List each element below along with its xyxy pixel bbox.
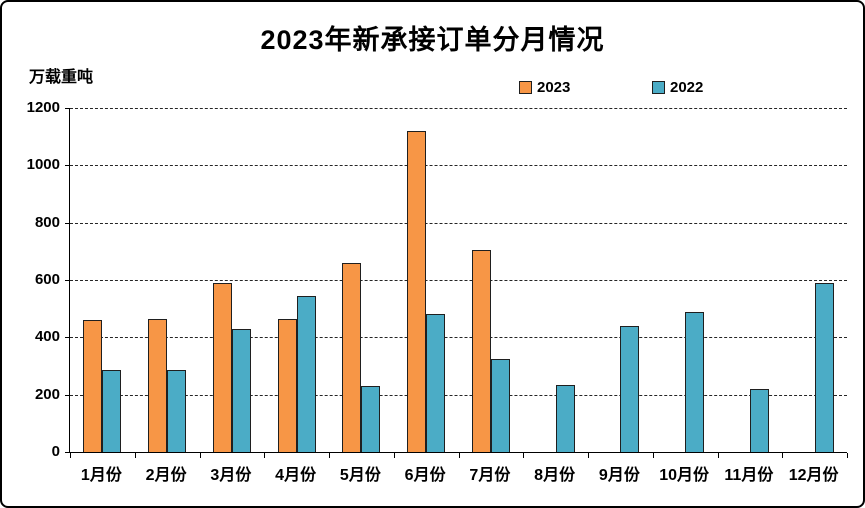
x-tick-label-9月份: 9月份 [598, 467, 640, 484]
x-tick-label-12月份: 12月份 [788, 467, 839, 484]
bar-2023-7月份 [471, 250, 491, 452]
legend-item-2022: 2022 [652, 79, 703, 96]
bar-2023-2月份 [148, 319, 168, 452]
y-tick-label-1200: 1200 [26, 99, 60, 116]
bar-2022-3月份 [231, 329, 251, 452]
x-axis-tick-6 [458, 453, 460, 458]
y-axis-tick-0 [65, 452, 70, 453]
y-axis-tick-800 [65, 222, 70, 224]
y-axis-unit-label: 万载重吨 [29, 69, 94, 86]
legend-swatch-2022 [652, 81, 665, 94]
legend-label-2022: 2022 [670, 79, 704, 96]
x-tick-label-10月份: 10月份 [659, 467, 710, 484]
gridline-1000 [70, 165, 847, 167]
x-axis-tick-9 [652, 453, 654, 458]
gridline-1200 [70, 108, 847, 109]
bar-2022-6月份 [426, 314, 446, 452]
plot-area [65, 108, 848, 458]
chart-title: 2023年新承接订单分月情况 [260, 25, 605, 55]
y-tick-label-800: 800 [34, 213, 60, 231]
bar-2023-5月份 [342, 263, 362, 452]
x-axis-tick-3 [264, 453, 266, 458]
y-tick-label-400: 400 [34, 328, 60, 346]
x-tick-label-11月份: 11月份 [724, 467, 774, 484]
bar-2023-6月份 [407, 131, 427, 452]
gridline-400 [70, 337, 847, 339]
x-axis-tick-10 [717, 453, 719, 458]
x-axis-tick-4 [329, 453, 330, 458]
x-tick-label-5月份: 5月份 [339, 467, 381, 484]
x-tick-label-3月份: 3月份 [210, 467, 252, 484]
bar-2022-5月份 [361, 386, 381, 452]
x-axis-tick-8 [588, 453, 589, 458]
y-axis-tick-1200 [65, 108, 70, 109]
y-tick-label-0: 0 [51, 443, 60, 460]
y-axis-tick-200 [65, 394, 70, 396]
x-tick-label-2月份: 2月份 [145, 467, 187, 484]
x-tick-label-8月份: 8月份 [534, 467, 576, 484]
x-axis-tick-12 [847, 453, 848, 458]
legend-label-2023: 2023 [537, 79, 571, 96]
y-tick-label-600: 600 [34, 271, 60, 288]
bar-2023-3月份 [212, 283, 232, 452]
x-tick-label-6月份: 6月份 [404, 467, 446, 484]
bar-2022-12月份 [814, 283, 834, 452]
bar-2022-10月份 [685, 312, 705, 452]
bar-2022-9月份 [620, 326, 640, 452]
x-axis-tick-5 [393, 453, 395, 458]
bar-2022-4月份 [296, 296, 316, 452]
y-axis-tick-400 [65, 337, 70, 339]
x-tick-label-4月份: 4月份 [275, 467, 317, 484]
bar-2022-11月份 [749, 389, 769, 452]
x-tick-label-7月份: 7月份 [469, 467, 511, 484]
x-axis-tick-2 [199, 453, 201, 458]
y-tick-label-200: 200 [34, 385, 60, 403]
gridline-800 [70, 222, 847, 224]
x-axis-tick-1 [134, 453, 136, 458]
bar-2022-2月份 [167, 370, 187, 452]
legend-swatch-2023 [519, 81, 532, 94]
bar-2022-8月份 [555, 385, 575, 452]
x-axis-tick-7 [523, 453, 525, 458]
x-axis-tick-0 [70, 453, 71, 458]
legend: 2023 2022 [2, 79, 863, 97]
y-axis-tick-600 [65, 280, 70, 281]
gridline-200 [70, 394, 847, 396]
bar-2022-7月份 [490, 359, 510, 452]
bar-2023-1月份 [83, 320, 103, 452]
x-tick-label-1月份: 1月份 [80, 467, 122, 484]
y-axis-tick-1000 [65, 165, 70, 167]
x-axis-tick-11 [782, 453, 784, 458]
bar-2022-1月份 [102, 370, 122, 452]
gridline-600 [70, 280, 847, 281]
y-tick-label-1000: 1000 [26, 156, 60, 174]
legend-item-2023: 2023 [519, 79, 570, 96]
bar-2023-4月份 [277, 319, 297, 452]
